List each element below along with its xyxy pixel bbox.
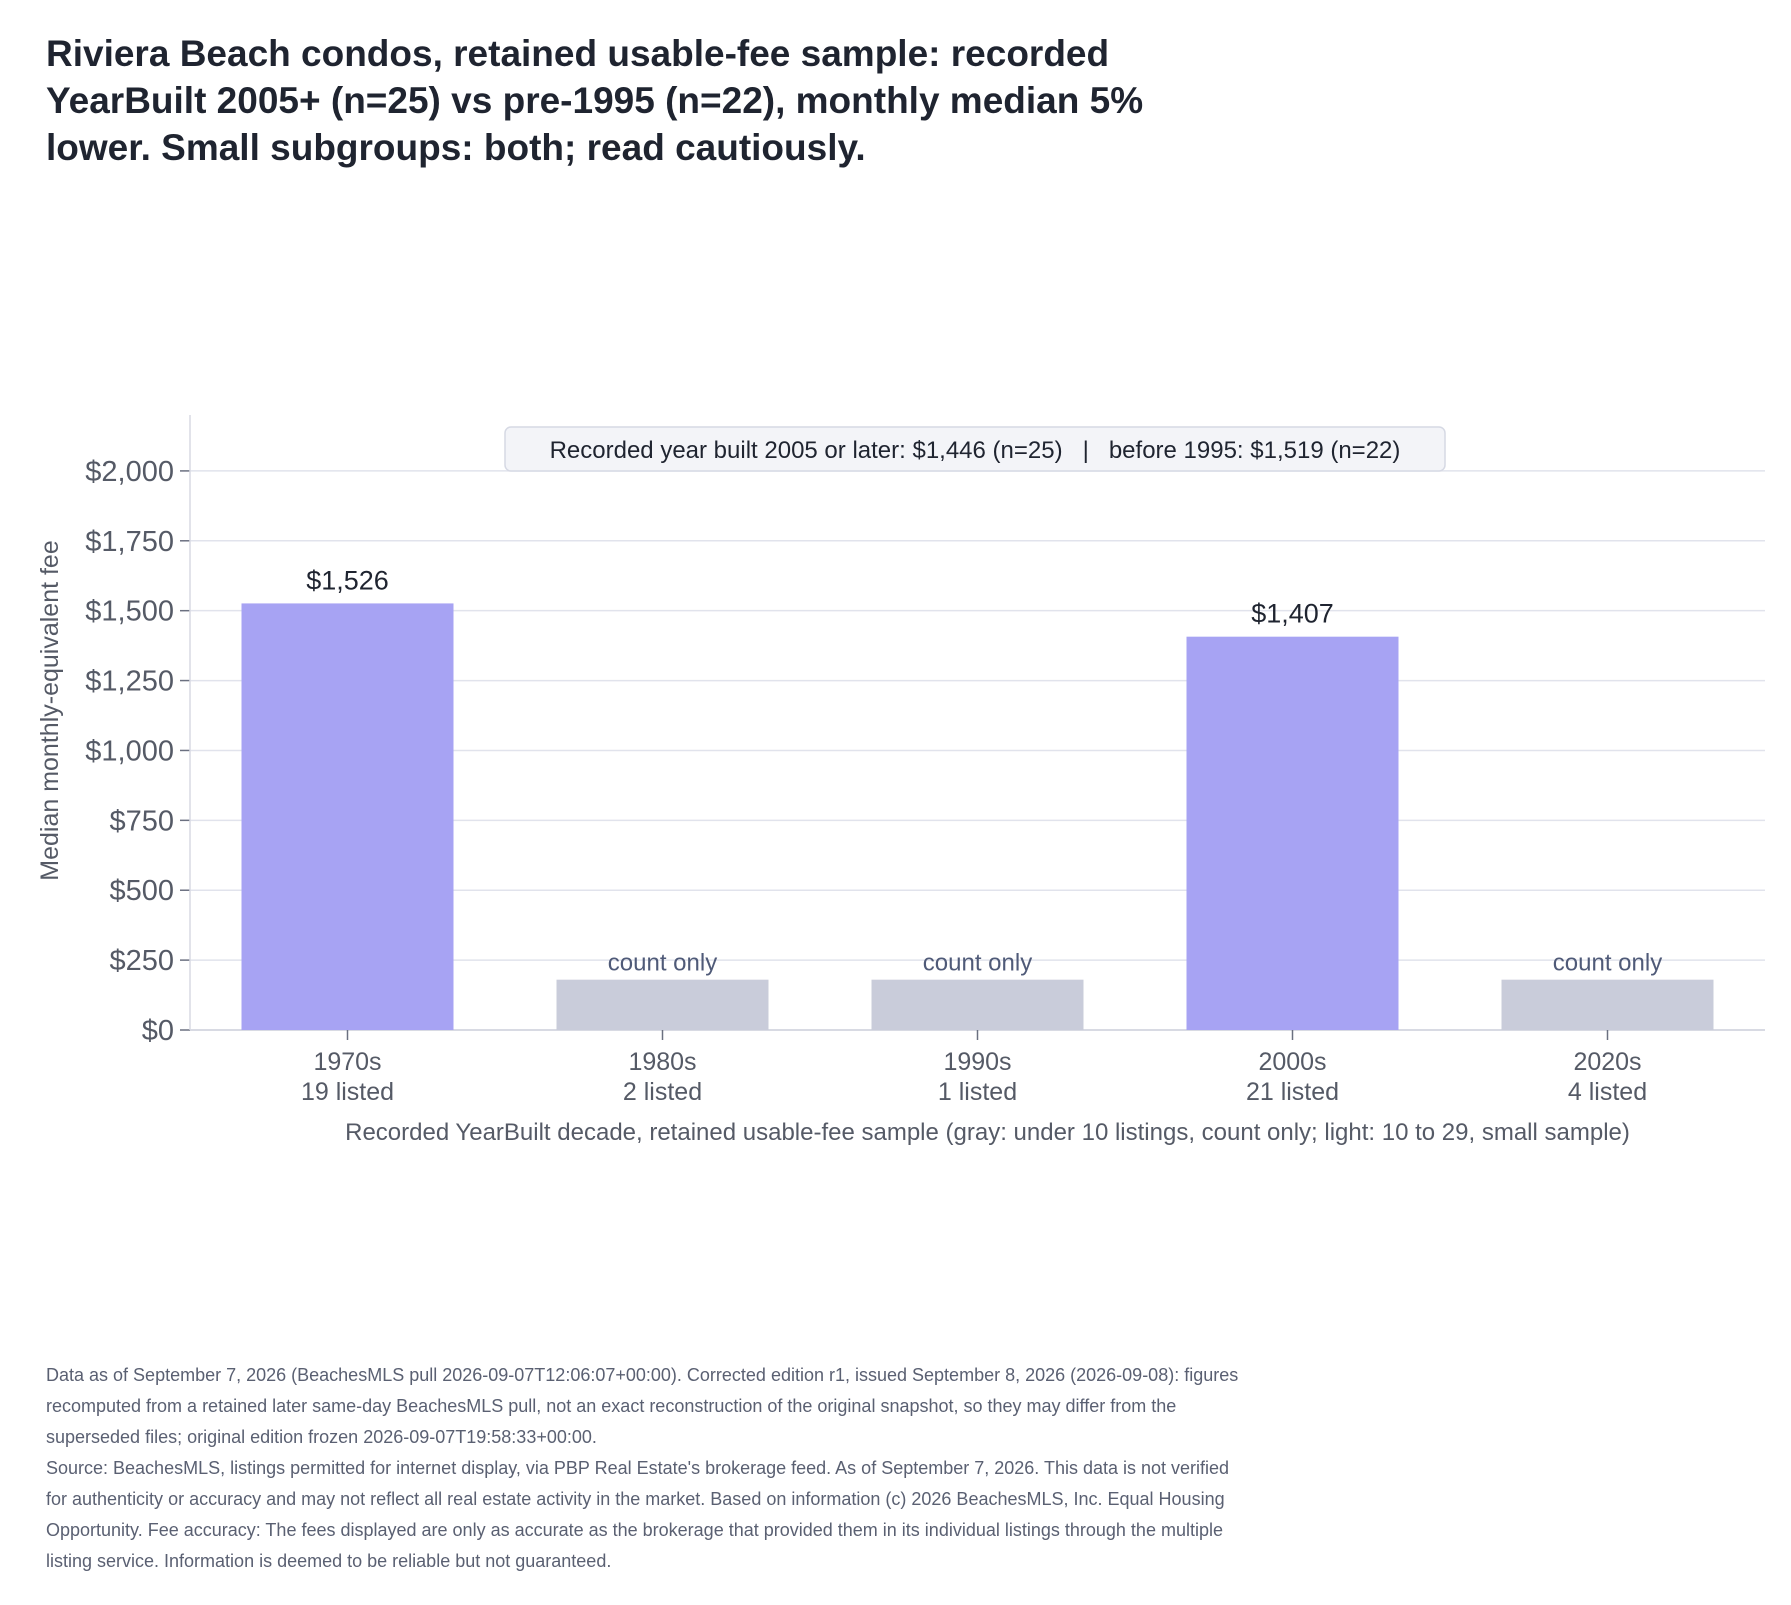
- bar-2000s: [1186, 636, 1399, 1030]
- x-tick-label: 1970s: [313, 1048, 381, 1076]
- bar-value-label: $1,526: [306, 565, 389, 595]
- y-tick-label: $250: [109, 945, 174, 977]
- footer-line: Opportunity. Fee accuracy: The fees disp…: [46, 1520, 1223, 1540]
- chart-footer: Data as of September 7, 2026 (BeachesMLS…: [46, 1360, 1446, 1577]
- summary-annotation-box: [504, 426, 1446, 472]
- x-count-label: 19 listed: [301, 1078, 394, 1106]
- footer-line: Source: BeachesMLS, listings permitted f…: [46, 1458, 1230, 1478]
- x-axis-title: Recorded YearBuilt decade, retained usab…: [345, 1119, 1630, 1146]
- chart-title-line: Riviera Beach condos, retained usable-fe…: [46, 33, 1110, 74]
- y-tick-label: $1,500: [85, 596, 174, 628]
- bar-2020s: [1501, 979, 1714, 1030]
- chart-title: Riviera Beach condos, retained usable-fe…: [46, 30, 1246, 171]
- bar-value-label: $1,407: [1251, 599, 1334, 629]
- chart-title-line: YearBuilt 2005+ (n=25) vs pre-1995 (n=22…: [46, 80, 1144, 121]
- y-tick-label: $1,250: [85, 666, 174, 698]
- footer-line: superseded files; original edition froze…: [46, 1427, 597, 1447]
- x-count-label: 2 listed: [623, 1078, 702, 1106]
- y-tick-label: $1,750: [85, 526, 174, 558]
- x-count-label: 4 listed: [1568, 1078, 1647, 1106]
- y-tick-label: $1,000: [85, 735, 174, 767]
- x-tick-label: 1980s: [628, 1048, 696, 1076]
- bar-chart: $0 $250 $500 $750 $1,000 $1,250 $1,500 $1,750 $2…: [36, 415, 1765, 1146]
- y-tick-label: $500: [109, 875, 174, 907]
- bar-1970s: [241, 603, 454, 1030]
- bar-1980s: [556, 979, 769, 1030]
- bar-value-label: count only: [1553, 950, 1662, 977]
- y-tick-label: $750: [109, 805, 174, 837]
- footer-line: recomputed from a retained later same-da…: [46, 1396, 1177, 1416]
- y-tick-label: $0: [142, 1015, 174, 1047]
- bar-value-label: count only: [923, 950, 1032, 977]
- x-count-label: 1 listed: [938, 1078, 1017, 1106]
- chart-title-line: lower. Small subgroups: both; read cauti…: [46, 127, 866, 168]
- bar-1990s: [871, 979, 1084, 1030]
- footer-line: listing service. Information is deemed t…: [46, 1551, 612, 1571]
- x-count-label: 21 listed: [1246, 1078, 1339, 1106]
- summary-annotation-text: Recorded year built 2005 or later: $1,44…: [550, 437, 1401, 464]
- y-tick-label: $2,000: [85, 456, 174, 488]
- footer-line: for authenticity or accuracy and may not…: [46, 1489, 1225, 1509]
- y-axis-title: Median monthly-equivalent fee: [36, 540, 64, 880]
- x-tick-label: 1990s: [943, 1048, 1011, 1076]
- footer-line: Data as of September 7, 2026 (BeachesMLS…: [46, 1365, 1239, 1385]
- x-tick-label: 2020s: [1573, 1048, 1641, 1076]
- x-tick-label: 2000s: [1258, 1048, 1326, 1076]
- bar-value-label: count only: [608, 950, 717, 977]
